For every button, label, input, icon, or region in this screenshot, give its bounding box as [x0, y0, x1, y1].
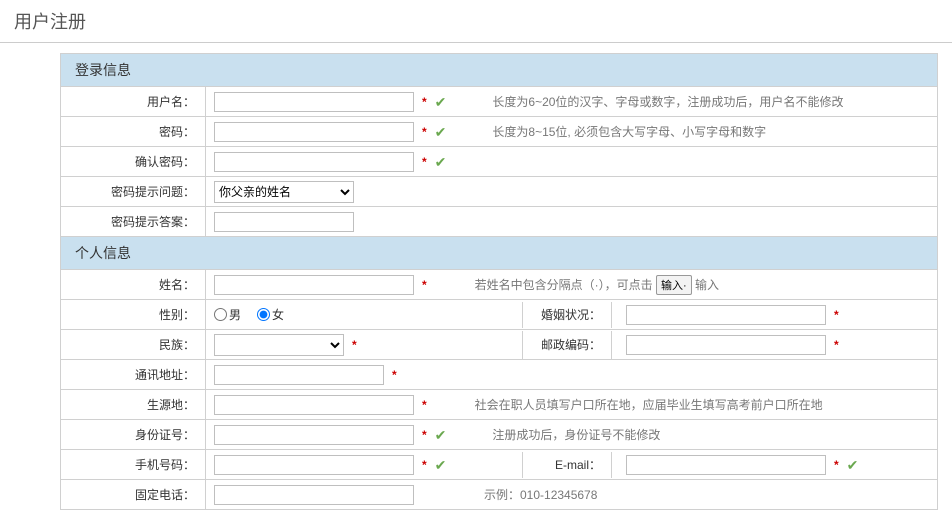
hint-username: 长度为6~20位的汉字、字母或数字，注册成功后，用户名不能修改: [492, 93, 843, 110]
row-confirm-password: 确认密码： * ✔: [61, 147, 937, 177]
hint-password: 长度为8~15位, 必须包含大写字母、小写字母和数字: [492, 123, 766, 140]
hint-name: 若姓名中包含分隔点（·），可点击 输入· 输入: [475, 275, 719, 295]
row-security-answer: 密码提示答案：: [61, 207, 937, 237]
required-mark: *: [420, 125, 429, 139]
label-confirm-password: 确认密码：: [61, 147, 206, 176]
required-mark: *: [832, 338, 841, 352]
email-input[interactable]: [626, 455, 826, 475]
hint-origin: 社会在职人员填写户口所在地，应届毕业生填写高考前户口所在地: [475, 396, 823, 413]
label-security-answer: 密码提示答案：: [61, 207, 206, 236]
check-icon: ✔: [435, 428, 447, 442]
row-name: 姓名： * 若姓名中包含分隔点（·），可点击 输入· 输入: [61, 270, 937, 300]
label-landline: 固定电话：: [61, 480, 206, 509]
page-title: 用户注册: [0, 0, 952, 43]
required-mark: *: [832, 308, 841, 322]
gender-female-option[interactable]: 女: [257, 306, 284, 323]
label-email: E-mail：: [522, 452, 612, 478]
required-mark: *: [420, 278, 429, 292]
label-mobile: 手机号码：: [61, 450, 206, 479]
row-id-number: 身份证号： * ✔ 注册成功后，身份证号不能修改: [61, 420, 937, 450]
security-question-select[interactable]: 你父亲的姓名: [214, 181, 354, 203]
gender-male-label: 男: [229, 306, 241, 323]
hint-name-suffix: 输入: [695, 278, 719, 292]
label-username: 用户名：: [61, 87, 206, 116]
label-security-question: 密码提示问题：: [61, 177, 206, 206]
confirm-password-input[interactable]: [214, 152, 414, 172]
check-icon: ✔: [435, 125, 447, 139]
gender-male-radio[interactable]: [214, 308, 227, 321]
required-mark: *: [420, 458, 429, 472]
required-mark: *: [420, 398, 429, 412]
row-username: 用户名： * ✔ 长度为6~20位的汉字、字母或数字，注册成功后，用户名不能修改: [61, 87, 937, 117]
origin-input[interactable]: [214, 395, 414, 415]
label-marital: 婚姻状况：: [522, 302, 612, 328]
row-password: 密码： * ✔ 长度为8~15位, 必须包含大写字母、小写字母和数字: [61, 117, 937, 147]
gender-male-option[interactable]: 男: [214, 306, 241, 323]
marital-input[interactable]: [626, 305, 826, 325]
gender-female-radio[interactable]: [257, 308, 270, 321]
row-mobile: 手机号码： * ✔ E-mail： * ✔: [61, 450, 937, 480]
row-address: 通讯地址： *: [61, 360, 937, 390]
check-icon: ✔: [847, 458, 859, 472]
registration-form: 登录信息 用户名： * ✔ 长度为6~20位的汉字、字母或数字，注册成功后，用户…: [60, 53, 938, 510]
required-mark: *: [832, 458, 841, 472]
row-security-question: 密码提示问题： 你父亲的姓名: [61, 177, 937, 207]
landline-input[interactable]: [214, 485, 414, 505]
row-origin: 生源地： * 社会在职人员填写户口所在地，应届毕业生填写高考前户口所在地: [61, 390, 937, 420]
section-login-header: 登录信息: [61, 54, 937, 87]
label-id-number: 身份证号：: [61, 420, 206, 449]
insert-dot-button[interactable]: 输入·: [656, 275, 692, 295]
required-mark: *: [420, 95, 429, 109]
security-answer-input[interactable]: [214, 212, 354, 232]
required-mark: *: [420, 428, 429, 442]
check-icon: ✔: [435, 95, 447, 109]
mobile-input[interactable]: [214, 455, 414, 475]
id-number-input[interactable]: [214, 425, 414, 445]
row-gender: 性别： 男 女 婚姻状况： *: [61, 300, 937, 330]
label-address: 通讯地址：: [61, 360, 206, 389]
section-personal-header: 个人信息: [61, 237, 937, 270]
row-ethnicity: 民族： * 邮政编码： *: [61, 330, 937, 360]
hint-landline: 示例：010-12345678: [484, 486, 597, 503]
gender-female-label: 女: [272, 306, 284, 323]
address-input[interactable]: [214, 365, 384, 385]
label-name: 姓名：: [61, 270, 206, 299]
check-icon: ✔: [435, 458, 447, 472]
username-input[interactable]: [214, 92, 414, 112]
label-password: 密码：: [61, 117, 206, 146]
row-landline: 固定电话： 示例：010-12345678: [61, 480, 937, 510]
name-input[interactable]: [214, 275, 414, 295]
label-origin: 生源地：: [61, 390, 206, 419]
label-gender: 性别：: [61, 300, 206, 329]
password-input[interactable]: [214, 122, 414, 142]
check-icon: ✔: [435, 155, 447, 169]
ethnicity-select[interactable]: [214, 334, 344, 356]
label-ethnicity: 民族：: [61, 330, 206, 359]
required-mark: *: [420, 155, 429, 169]
required-mark: *: [350, 338, 359, 352]
hint-id-number: 注册成功后，身份证号不能修改: [492, 426, 660, 443]
postcode-input[interactable]: [626, 335, 826, 355]
required-mark: *: [390, 368, 399, 382]
hint-name-prefix: 若姓名中包含分隔点（·），可点击: [475, 278, 653, 292]
label-postcode: 邮政编码：: [522, 331, 612, 359]
